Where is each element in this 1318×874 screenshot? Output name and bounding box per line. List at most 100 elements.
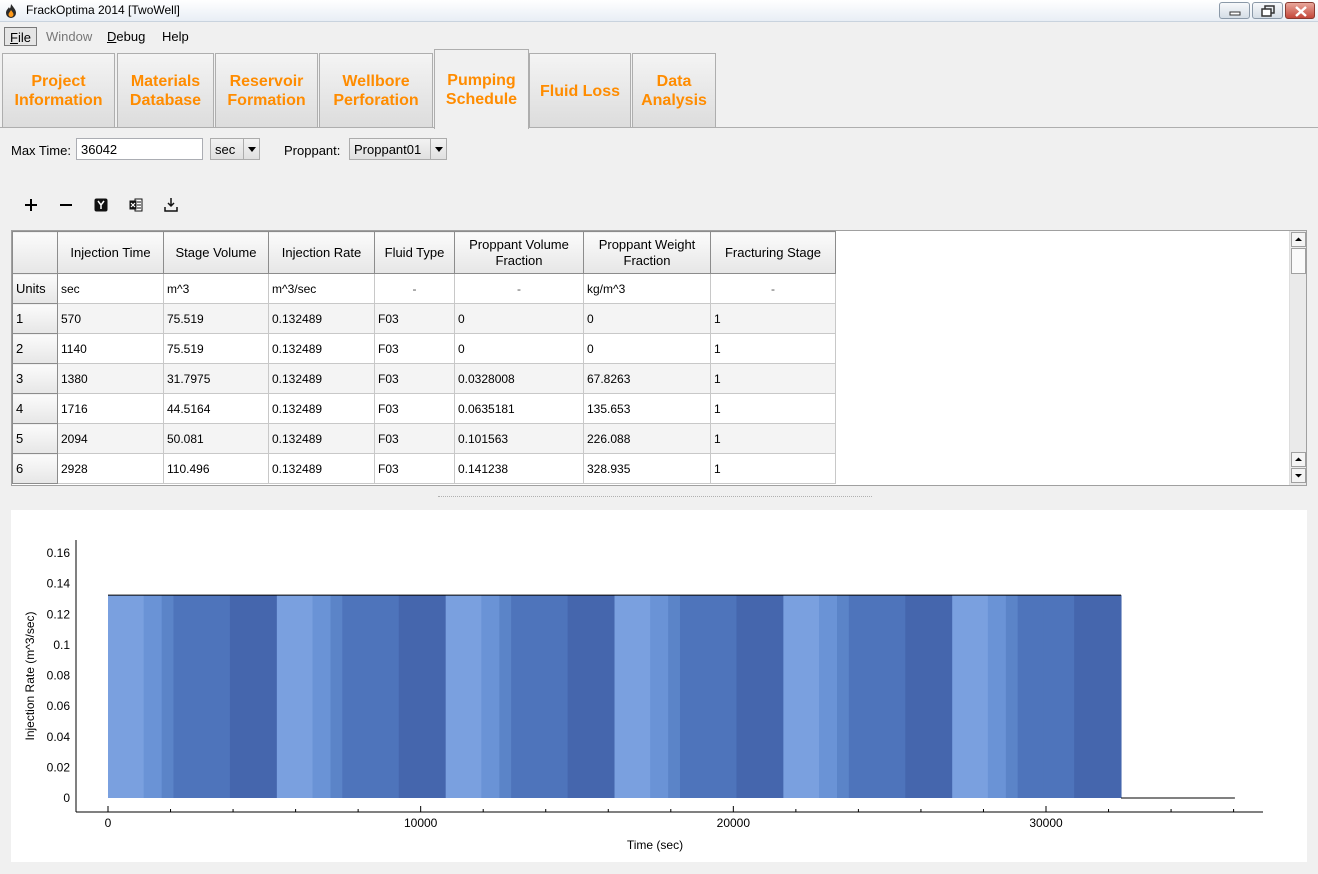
table-cell[interactable]: 0.0635181 [454, 393, 584, 424]
rate-bar [537, 595, 569, 798]
table-cell[interactable]: 0.132489 [268, 453, 375, 484]
close-button[interactable] [1285, 2, 1315, 19]
splitter-handle[interactable] [438, 496, 872, 498]
remove-row-button[interactable] [56, 195, 76, 215]
table-cell[interactable]: m^3/sec [268, 273, 375, 304]
table-cell[interactable]: 1 [710, 453, 836, 484]
restore-button[interactable] [1252, 2, 1283, 19]
table-cell[interactable]: 0.132489 [268, 393, 375, 424]
menu-file-hotkey: F [10, 30, 18, 45]
table-cell[interactable]: 1 [710, 333, 836, 364]
proppant-select[interactable]: Proppant01 [349, 138, 447, 160]
row-header[interactable]: 3 [12, 363, 58, 394]
table-row[interactable]: 2 1140 75.519 0.132489 F03 0 0 1 [12, 333, 836, 364]
table-cell[interactable]: m^3 [163, 273, 269, 304]
table-cell[interactable]: 110.496 [163, 453, 269, 484]
table-row[interactable]: 6 2928 110.496 0.132489 F03 0.141238 328.935 1 [12, 453, 836, 484]
col-injection-rate[interactable]: Injection Rate [268, 231, 375, 274]
tab-pumping-schedule[interactable]: Pumping Schedule [434, 49, 529, 129]
scroll-up-button-lower[interactable] [1291, 452, 1306, 467]
tab-data-analysis[interactable]: Data Analysis [632, 53, 716, 128]
table-cell[interactable]: 1 [710, 393, 836, 424]
col-proppant-weight-fraction[interactable]: Proppant Weight Fraction [583, 231, 711, 274]
table-cell[interactable]: F03 [374, 423, 455, 454]
menu-window[interactable]: Window [46, 29, 93, 44]
table-cell[interactable]: kg/m^3 [583, 273, 711, 304]
table-cell[interactable]: 1716 [57, 393, 164, 424]
table-row[interactable]: 3 1380 31.7975 0.132489 F03 0.0328008 67.8263 1 [12, 363, 836, 394]
table-cell[interactable]: 67.8263 [583, 363, 711, 394]
table-cell[interactable]: 0.132489 [268, 303, 375, 334]
table-cell[interactable]: F03 [374, 453, 455, 484]
table-cell[interactable]: 0 [583, 333, 711, 364]
table-row[interactable]: 4 1716 44.5164 0.132489 F03 0.0635181 135.653 1 [12, 393, 836, 424]
table-cell[interactable]: sec [57, 273, 164, 304]
menu-help[interactable]: Help [162, 29, 189, 44]
table-cell[interactable]: 0.0328008 [454, 363, 584, 394]
table-cell[interactable]: 1 [710, 303, 836, 334]
table-cell[interactable]: 2094 [57, 423, 164, 454]
scroll-up-button[interactable] [1291, 232, 1306, 247]
table-cell[interactable]: 226.088 [583, 423, 711, 454]
row-header[interactable]: 5 [12, 423, 58, 454]
col-injection-time[interactable]: Injection Time [57, 231, 164, 274]
table-cell[interactable]: 75.519 [163, 303, 269, 334]
table-cell[interactable]: 0 [583, 303, 711, 334]
table-cell[interactable]: 1 [710, 423, 836, 454]
excel-export-button[interactable] [126, 195, 146, 215]
col-proppant-volume-fraction[interactable]: Proppant Volume Fraction [454, 231, 584, 274]
row-header[interactable]: 4 [12, 393, 58, 424]
tab-wellbore-perforation[interactable]: Wellbore Perforation [319, 53, 433, 128]
table-cell[interactable]: 1380 [57, 363, 164, 394]
add-row-button[interactable] [21, 195, 41, 215]
table-cell[interactable]: F03 [374, 333, 455, 364]
tab-reservoir-formation[interactable]: Reservoir Formation [215, 53, 318, 128]
y-axis-button[interactable] [91, 195, 111, 215]
table-cell[interactable]: - [374, 273, 455, 304]
table-cell[interactable]: 0.101563 [454, 423, 584, 454]
table-cell[interactable]: 31.7975 [163, 363, 269, 394]
table-cell[interactable]: 50.081 [163, 423, 269, 454]
table-cell[interactable]: 44.5164 [163, 393, 269, 424]
table-cell[interactable]: 570 [57, 303, 164, 334]
table-cell[interactable]: 1140 [57, 333, 164, 364]
tab-project-information[interactable]: Project Information [2, 53, 115, 128]
table-cell[interactable]: 135.653 [583, 393, 711, 424]
table-row[interactable]: 5 2094 50.081 0.132489 F03 0.101563 226.088 1 [12, 423, 836, 454]
table-cell[interactable]: 0.132489 [268, 363, 375, 394]
table-cell[interactable]: 0.132489 [268, 333, 375, 364]
table-cell[interactable]: 1 [710, 363, 836, 394]
row-header[interactable]: 6 [12, 453, 58, 484]
minimize-button[interactable] [1219, 2, 1250, 19]
import-button[interactable] [161, 195, 181, 215]
table-row[interactable]: 1 570 75.519 0.132489 F03 0 0 1 [12, 303, 836, 334]
col-stage-volume[interactable]: Stage Volume [163, 231, 269, 274]
max-time-input[interactable] [76, 138, 203, 160]
time-unit-select[interactable]: sec [210, 138, 260, 160]
tab-fluid-loss[interactable]: Fluid Loss [529, 53, 631, 128]
row-header[interactable]: 1 [12, 303, 58, 334]
scroll-down-button[interactable] [1291, 468, 1306, 483]
table-cell[interactable]: 0 [454, 333, 584, 364]
table-cell[interactable]: 0 [454, 303, 584, 334]
col-fracturing-stage[interactable]: Fracturing Stage [710, 231, 836, 274]
menu-file[interactable]: File [4, 27, 37, 46]
table-scrollbar[interactable] [1289, 231, 1306, 485]
tab-materials-database[interactable]: Materials Database [117, 53, 214, 128]
scroll-thumb[interactable] [1291, 248, 1306, 274]
table-cell[interactable]: F03 [374, 393, 455, 424]
table-cell[interactable]: 75.519 [163, 333, 269, 364]
menu-debug[interactable]: Debug [102, 27, 150, 46]
table-cell[interactable]: 0.141238 [454, 453, 584, 484]
col-fluid-type[interactable]: Fluid Type [374, 231, 455, 274]
table-cell[interactable]: F03 [374, 303, 455, 334]
table-cell[interactable]: - [454, 273, 584, 304]
row-header[interactable]: Units [12, 273, 58, 304]
table-cell[interactable]: 328.935 [583, 453, 711, 484]
table-cell[interactable]: 0.132489 [268, 423, 375, 454]
table-cell[interactable]: F03 [374, 363, 455, 394]
row-header[interactable]: 2 [12, 333, 58, 364]
table-cell[interactable]: - [710, 273, 836, 304]
y-tick-label: 0.02 [47, 760, 71, 774]
table-cell[interactable]: 2928 [57, 453, 164, 484]
